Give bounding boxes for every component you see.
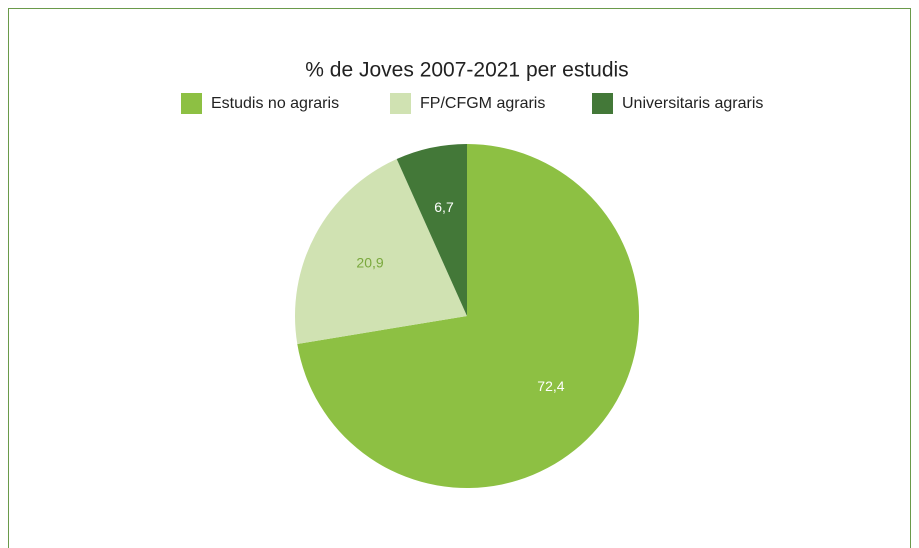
pie-slice — [297, 144, 639, 488]
chart-title: % de Joves 2007-2021 per estudis — [305, 59, 628, 82]
legend-label: Universitaris agraris — [622, 95, 763, 112]
pie-slice — [396, 144, 467, 316]
data-label: 6,7 — [434, 199, 454, 215]
frame — [8, 8, 911, 548]
data-label: 72,4 — [537, 378, 564, 394]
legend-swatch — [592, 93, 613, 114]
pie-slice — [295, 159, 467, 344]
legend-label: Estudis no agraris — [211, 95, 339, 112]
legend-swatch — [181, 93, 202, 114]
data-label: 20,9 — [356, 255, 383, 271]
legend-swatch — [390, 93, 411, 114]
legend-label: FP/CFGM agraris — [420, 95, 545, 112]
